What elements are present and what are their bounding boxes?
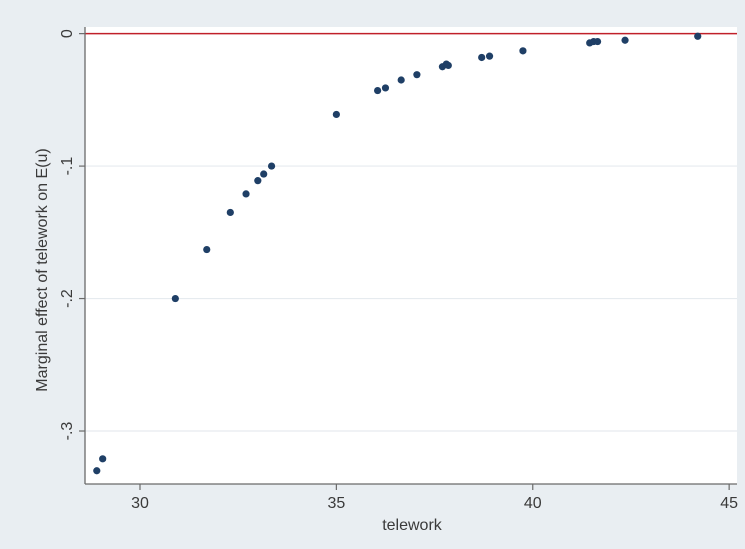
x-tick-label: 40: [524, 495, 542, 512]
data-point: [242, 190, 250, 198]
data-point: [374, 86, 382, 95]
data-point: [413, 71, 421, 79]
data-point: [519, 47, 527, 55]
data-point: [171, 294, 179, 303]
y-tick-label: -.2: [59, 289, 76, 308]
data-point: [381, 84, 390, 92]
x-tick-label: 45: [720, 495, 738, 512]
x-tick-label: 35: [327, 495, 345, 512]
plot-background: [85, 27, 737, 484]
data-point: [485, 52, 494, 60]
data-point: [260, 170, 268, 178]
data-point: [93, 467, 101, 475]
data-points: [93, 32, 702, 475]
data-point: [254, 177, 262, 185]
data-point: [397, 76, 405, 84]
y-tick-label: 0: [59, 29, 76, 38]
data-point: [593, 37, 602, 46]
data-point: [621, 36, 629, 44]
y-tick-label: -.3: [59, 422, 76, 441]
axes: 0 -.1 -.2 -.3 30 35 40 45: [59, 27, 738, 512]
data-point: [694, 32, 702, 40]
data-point: [444, 61, 452, 70]
x-tick-label: 30: [131, 495, 149, 512]
data-point: [332, 110, 340, 119]
y-axis-title: Marginal effect of telework on E(u): [34, 148, 51, 391]
y-tick-label: -.1: [59, 157, 76, 176]
data-point: [267, 162, 276, 170]
data-point: [226, 208, 234, 217]
gridlines: [85, 165, 737, 432]
x-axis-title: telework: [382, 517, 443, 534]
data-point: [203, 245, 211, 254]
data-point: [99, 455, 107, 463]
data-point: [478, 53, 486, 62]
